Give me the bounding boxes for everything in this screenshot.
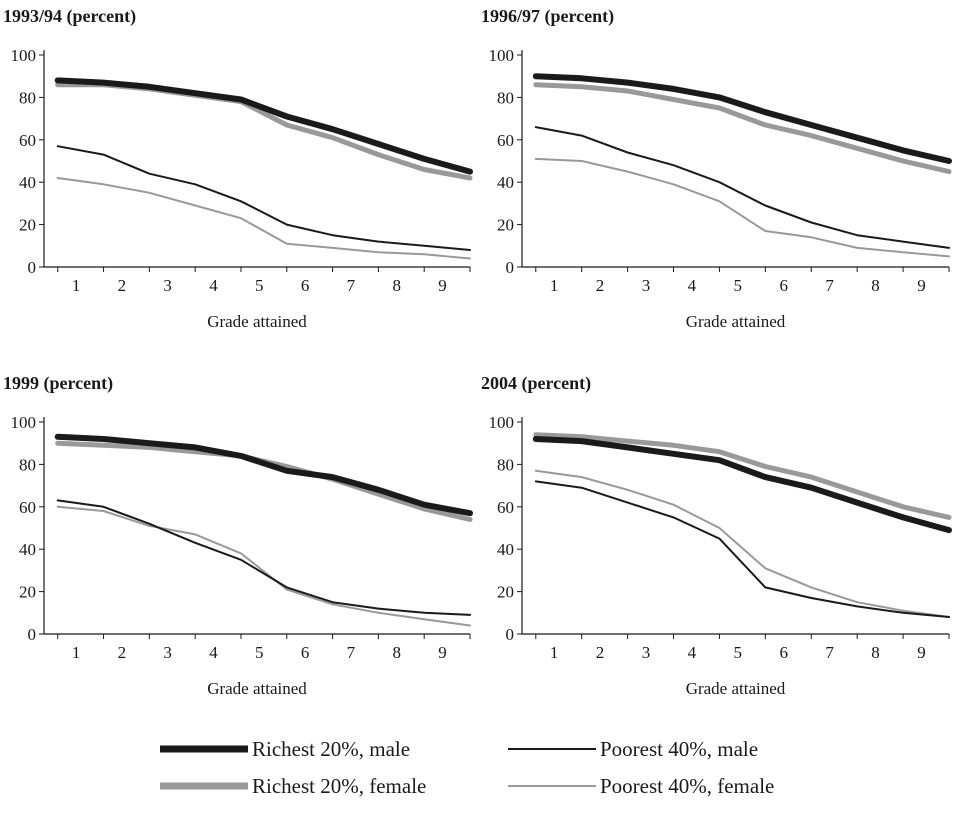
legend-label: Poorest 40%, male — [600, 737, 758, 761]
chart-title: 1993/94 (percent) — [3, 6, 136, 27]
y-tick-label: 100 — [11, 413, 37, 432]
x-tick-label: 1 — [550, 276, 559, 295]
x-tick-label: 1 — [72, 276, 81, 295]
x-axis-label: Grade attained — [207, 679, 307, 698]
x-tick-label: 4 — [209, 643, 218, 662]
series-line-poorest-40-male — [534, 126, 950, 249]
x-tick-label: 7 — [825, 643, 834, 662]
y-tick-label: 100 — [489, 413, 515, 432]
x-tick-label: 6 — [301, 643, 310, 662]
x-tick-label: 8 — [392, 276, 401, 295]
x-tick-label: 9 — [917, 276, 926, 295]
series-line-poorest-40-female — [56, 177, 471, 260]
y-tick-label: 20 — [497, 583, 514, 602]
x-axis-label: Grade attained — [686, 312, 786, 331]
legend-label: Richest 20%, male — [252, 737, 410, 761]
chart-title: 2004 (percent) — [481, 373, 591, 394]
series-line-richest-20-female — [533, 82, 952, 175]
y-tick-label: 60 — [19, 498, 36, 517]
y-tick-label: 20 — [497, 216, 514, 235]
x-tick-label: 6 — [779, 643, 788, 662]
x-tick-label: 3 — [642, 643, 651, 662]
x-tick-label: 7 — [825, 276, 834, 295]
y-tick-label: 0 — [28, 258, 37, 277]
series-line-poorest-40-male — [56, 499, 471, 616]
x-tick-label: 5 — [255, 643, 264, 662]
x-tick-label: 5 — [734, 276, 743, 295]
series-line-poorest-40-male — [56, 145, 471, 251]
x-tick-label: 9 — [438, 643, 447, 662]
y-tick-label: 100 — [11, 46, 37, 65]
series-line-richest-20-male — [54, 433, 473, 517]
x-tick-label: 6 — [779, 276, 788, 295]
x-tick-label: 5 — [734, 643, 743, 662]
series-line-poorest-40-female — [56, 505, 471, 627]
x-tick-label: 1 — [72, 643, 81, 662]
series-line-poorest-40-female — [534, 469, 950, 618]
x-tick-label: 2 — [118, 276, 127, 295]
x-tick-label: 7 — [347, 276, 356, 295]
y-tick-label: 60 — [19, 131, 36, 150]
y-tick-label: 60 — [497, 131, 514, 150]
x-tick-label: 1 — [550, 643, 559, 662]
series-line-richest-20-male — [532, 73, 952, 164]
series-line-richest-20-female — [55, 82, 473, 181]
x-tick-label: 6 — [301, 276, 310, 295]
x-tick-label: 2 — [596, 276, 605, 295]
chart-panel-2: 1996/97 (percent) 0 20 40 60 80 100 1 2 3 4 5 6 7 8 9 Gr… — [481, 6, 952, 331]
chart-panel-1: 1993/94 (percent) 0 20 40 60 80 100 1 2 3 4 5 6 7 8 9 Gr… — [3, 6, 473, 331]
y-tick-label: 80 — [497, 88, 514, 107]
chart-title: 1999 (percent) — [3, 373, 113, 394]
x-axis-label: Grade attained — [207, 312, 307, 331]
y-tick-label: 0 — [506, 258, 515, 277]
series-line-poorest-40-male — [534, 480, 950, 618]
chart-panel-4: 2004 (percent) 0 20 40 60 80 100 1 2 3 4 5 6 7 8 9 Grade… — [481, 373, 952, 698]
y-tick-label: 40 — [19, 540, 36, 559]
y-tick-label: 40 — [497, 540, 514, 559]
legend-label: Poorest 40%, female — [600, 774, 774, 798]
x-tick-label: 5 — [255, 276, 264, 295]
y-tick-label: 80 — [19, 455, 36, 474]
x-tick-label: 4 — [688, 276, 697, 295]
y-tick-label: 0 — [28, 625, 37, 644]
series-line-poorest-40-female — [534, 157, 950, 258]
series-line-richest-20-female — [55, 440, 473, 522]
y-tick-label: 60 — [497, 498, 514, 517]
y-tick-label: 0 — [506, 625, 515, 644]
x-tick-label: 8 — [871, 276, 880, 295]
y-tick-label: 20 — [19, 216, 36, 235]
series-line-richest-20-male — [532, 436, 952, 534]
x-tick-label: 3 — [163, 643, 172, 662]
x-tick-label: 4 — [209, 276, 218, 295]
series-line-richest-20-female — [533, 432, 952, 520]
y-tick-label: 20 — [19, 583, 36, 602]
x-tick-label: 2 — [118, 643, 127, 662]
y-tick-label: 80 — [497, 455, 514, 474]
y-tick-label: 40 — [19, 173, 36, 192]
y-tick-label: 80 — [19, 88, 36, 107]
x-tick-label: 3 — [642, 276, 651, 295]
x-tick-label: 4 — [688, 643, 697, 662]
x-tick-label: 2 — [596, 643, 605, 662]
x-tick-label: 8 — [392, 643, 401, 662]
legend: Richest 20%, male Poorest 40%, male Riches… — [160, 737, 774, 798]
y-tick-label: 40 — [497, 173, 514, 192]
x-tick-label: 9 — [917, 643, 926, 662]
legend-label: Richest 20%, female — [252, 774, 426, 798]
series-line-richest-20-male — [54, 77, 473, 175]
x-tick-label: 9 — [438, 276, 447, 295]
x-tick-label: 3 — [163, 276, 172, 295]
chart-panel-3: 1999 (percent) 0 20 40 60 80 100 1 2 3 4 5 6 7 8 9 Grade… — [3, 373, 473, 698]
x-tick-label: 8 — [871, 643, 880, 662]
y-tick-label: 100 — [489, 46, 515, 65]
x-tick-label: 7 — [347, 643, 356, 662]
chart-title: 1996/97 (percent) — [481, 6, 614, 27]
x-axis-label: Grade attained — [686, 679, 786, 698]
